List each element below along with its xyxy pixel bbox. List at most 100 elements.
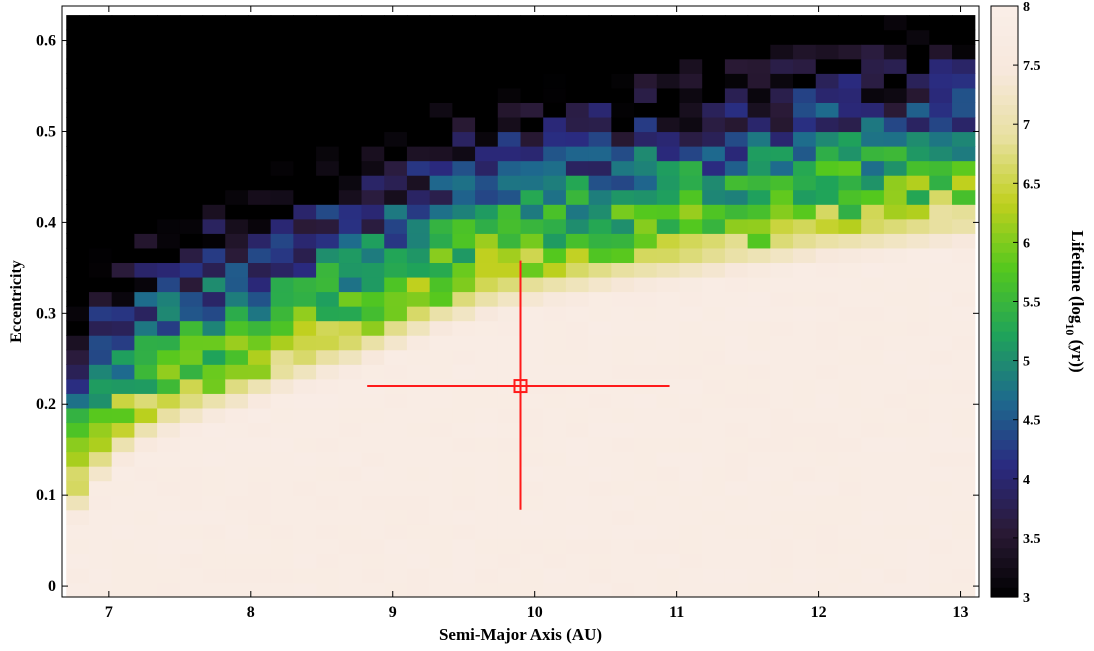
heatmap-cell bbox=[929, 436, 953, 453]
heatmap-cell bbox=[361, 291, 385, 307]
heatmap-cell bbox=[634, 495, 658, 511]
heatmap-cell bbox=[66, 422, 90, 438]
heatmap-cell bbox=[202, 262, 226, 278]
heatmap-cell bbox=[316, 189, 340, 205]
heatmap-cell bbox=[202, 364, 226, 380]
heatmap-cell bbox=[861, 466, 885, 482]
heatmap-cell bbox=[202, 306, 226, 322]
heatmap-cell bbox=[588, 306, 612, 322]
heatmap-cell bbox=[838, 247, 862, 264]
heatmap-cell bbox=[520, 276, 544, 293]
heatmap-cell bbox=[429, 538, 453, 554]
heatmap-cell bbox=[724, 553, 749, 569]
heatmap-cell bbox=[66, 233, 90, 249]
heatmap-cell bbox=[679, 422, 703, 438]
heatmap-cell bbox=[656, 44, 681, 60]
heatmap-cell bbox=[293, 175, 317, 191]
heatmap-cell bbox=[179, 364, 204, 380]
heatmap-cell bbox=[565, 407, 590, 424]
heatmap-cell bbox=[497, 233, 522, 249]
heatmap-cell bbox=[157, 349, 181, 365]
heatmap-cell bbox=[452, 407, 476, 424]
heatmap-cell bbox=[906, 146, 930, 162]
heatmap-cell bbox=[406, 306, 431, 322]
heatmap-cell bbox=[861, 87, 885, 103]
heatmap-cell bbox=[66, 247, 90, 264]
heatmap-cell bbox=[270, 116, 294, 133]
heatmap-cell bbox=[656, 364, 681, 380]
heatmap-cell bbox=[952, 378, 976, 394]
heatmap-cell bbox=[724, 204, 749, 220]
heatmap-cell bbox=[406, 175, 431, 191]
heatmap-cell bbox=[497, 393, 522, 409]
heatmap-cell bbox=[883, 204, 908, 220]
heatmap-cell bbox=[906, 466, 930, 482]
heatmap-cell bbox=[838, 306, 862, 322]
colorbar-segment bbox=[991, 587, 1018, 598]
heatmap-cell bbox=[770, 233, 794, 249]
heatmap-cell bbox=[316, 364, 340, 380]
heatmap-cell bbox=[429, 160, 453, 176]
heatmap-cell bbox=[543, 87, 567, 103]
heatmap-cell bbox=[429, 58, 453, 74]
heatmap-cell bbox=[565, 160, 590, 176]
heatmap-cell bbox=[815, 378, 840, 394]
heatmap-cell bbox=[361, 262, 385, 278]
heatmap-cell bbox=[861, 378, 885, 394]
heatmap-cell bbox=[497, 335, 522, 351]
heatmap-cell bbox=[702, 553, 726, 569]
heatmap-cell bbox=[111, 146, 135, 162]
heatmap-cell bbox=[66, 393, 90, 409]
heatmap-cell bbox=[838, 495, 862, 511]
heatmap-cell bbox=[361, 466, 385, 482]
heatmap-cell bbox=[770, 553, 794, 569]
heatmap-cell bbox=[157, 436, 181, 453]
heatmap-cell bbox=[452, 538, 476, 554]
heatmap-cell bbox=[66, 29, 90, 45]
heatmap-cell bbox=[497, 131, 522, 147]
heatmap-cell bbox=[838, 262, 862, 278]
heatmap-cell bbox=[384, 436, 408, 453]
heatmap-cell bbox=[88, 335, 113, 351]
heatmap-cell bbox=[588, 160, 612, 176]
heatmap-cell bbox=[815, 567, 840, 584]
heatmap-cell bbox=[225, 320, 249, 336]
heatmap-cell bbox=[293, 538, 317, 554]
heatmap-cell bbox=[88, 175, 113, 191]
heatmap-cell bbox=[475, 582, 499, 598]
heatmap-cell bbox=[656, 393, 681, 409]
heatmap-cell bbox=[634, 102, 658, 118]
heatmap-cell bbox=[815, 335, 840, 351]
heatmap-cell bbox=[906, 204, 930, 220]
heatmap-cell bbox=[338, 524, 363, 540]
heatmap-cell bbox=[611, 58, 635, 74]
heatmap-cell bbox=[770, 320, 794, 336]
heatmap-cell bbox=[66, 189, 90, 205]
heatmap-cell bbox=[202, 451, 226, 467]
heatmap-cell bbox=[611, 146, 635, 162]
heatmap-cell bbox=[247, 276, 272, 293]
heatmap-cell bbox=[88, 538, 113, 554]
colorbar-segment bbox=[991, 222, 1018, 234]
heatmap-cell bbox=[724, 15, 749, 31]
heatmap-cell bbox=[270, 480, 294, 496]
heatmap-cell bbox=[270, 349, 294, 365]
heatmap-cell bbox=[66, 451, 90, 467]
heatmap-cell bbox=[611, 291, 635, 307]
heatmap-cell bbox=[679, 131, 703, 147]
heatmap-cell bbox=[702, 102, 726, 118]
heatmap-cell bbox=[225, 567, 249, 584]
heatmap-cell bbox=[565, 451, 590, 467]
heatmap-cell bbox=[679, 393, 703, 409]
heatmap-cell bbox=[247, 131, 272, 147]
heatmap-cell bbox=[497, 87, 522, 103]
heatmap-cell bbox=[770, 524, 794, 540]
heatmap-cell bbox=[724, 378, 749, 394]
heatmap-cell bbox=[679, 349, 703, 365]
heatmap-cell bbox=[225, 436, 249, 453]
heatmap-cell bbox=[384, 146, 408, 162]
heatmap-cell bbox=[634, 538, 658, 554]
heatmap-cell bbox=[111, 247, 135, 264]
x-tick-label: 9 bbox=[389, 604, 397, 621]
heatmap-cell bbox=[656, 567, 681, 584]
